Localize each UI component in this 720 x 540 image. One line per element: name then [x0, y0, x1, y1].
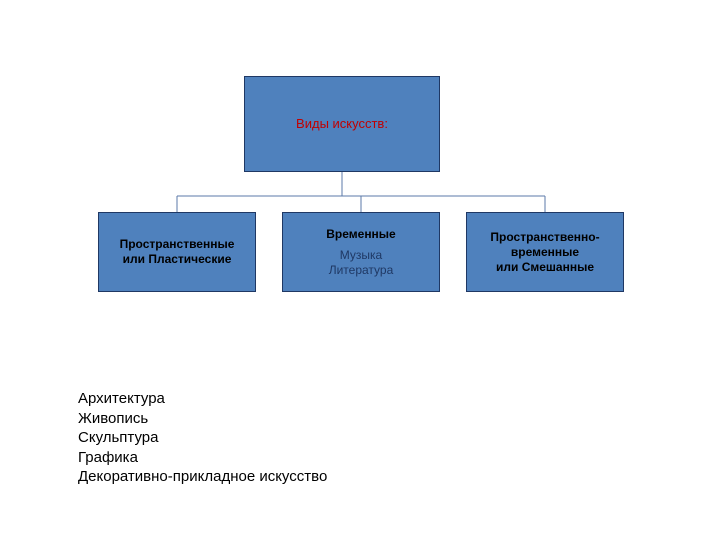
child-title-line: Пространственные [120, 237, 235, 252]
root-node: Виды искусств: [244, 76, 440, 172]
child-title-line: временные [511, 245, 579, 260]
child-sub-line: Музыка [340, 248, 382, 263]
child-node-mixed: Пространственно-временныеили Смешанные [466, 212, 624, 292]
list-item: Живопись [78, 409, 327, 429]
child-node-temporal: Временные МузыкаЛитература [282, 212, 440, 292]
child-title-line: или Пластические [123, 252, 232, 267]
child-title-line: Временные [326, 227, 395, 242]
root-title: Виды искусств: [296, 116, 388, 132]
child-sub-line: Литература [329, 263, 394, 278]
art-forms-list: АрхитектураЖивописьСкульптураГрафикаДеко… [78, 389, 327, 487]
list-item: Декоративно-прикладное искусство [78, 467, 327, 487]
child-node-spatial: Пространственныеили Пластические [98, 212, 256, 292]
child-title-line: или Смешанные [496, 260, 594, 275]
list-item: Графика [78, 448, 327, 468]
list-item: Архитектура [78, 389, 327, 409]
list-item: Скульптура [78, 428, 327, 448]
child-title-line: Пространственно- [490, 230, 599, 245]
